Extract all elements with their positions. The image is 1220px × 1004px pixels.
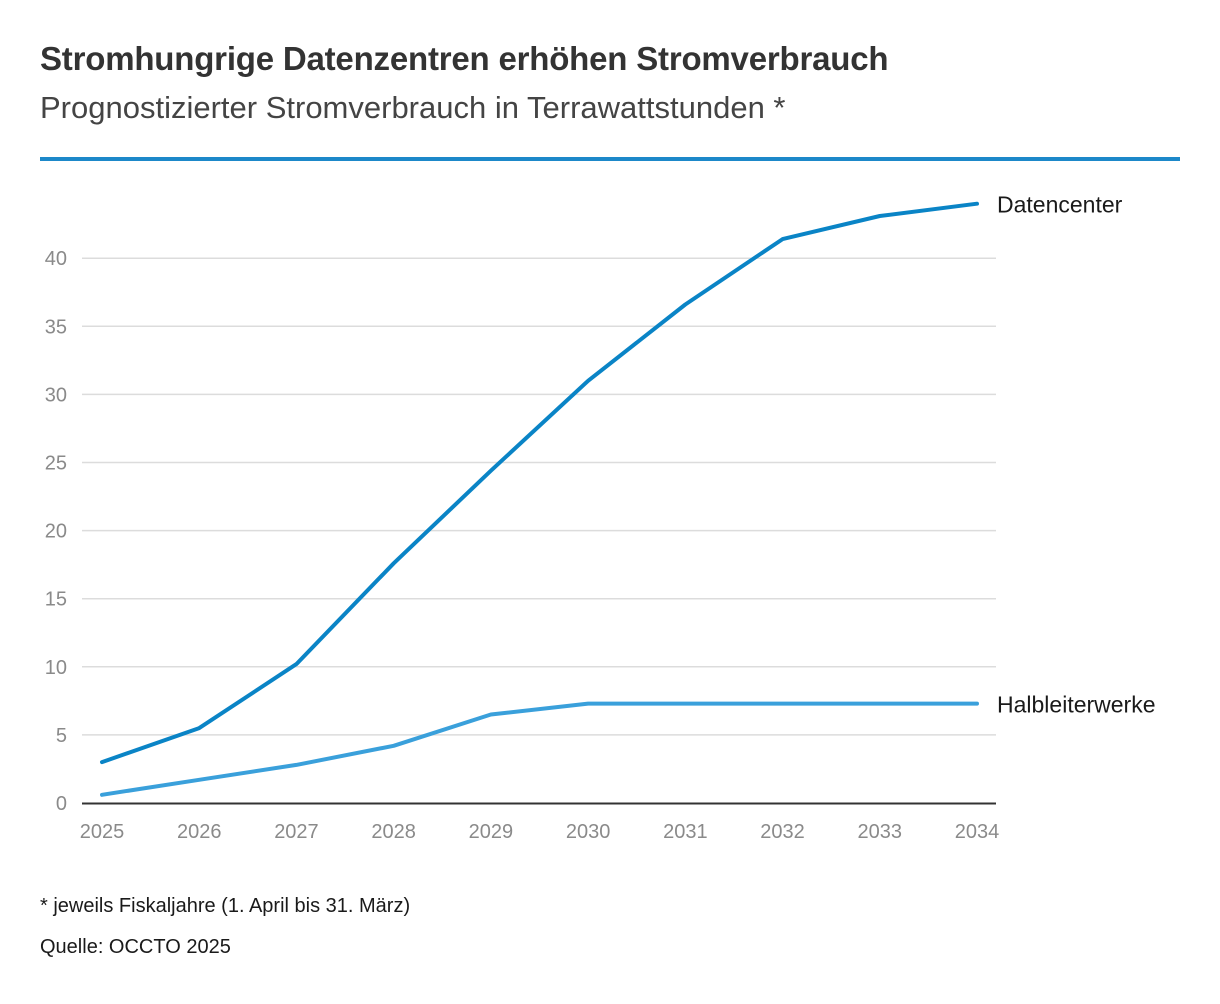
x-tick-label-2029: 2029 [469, 821, 514, 843]
x-tick-label-2031: 2031 [663, 821, 708, 843]
x-tick-label-2026: 2026 [177, 821, 222, 843]
y-tick-label-40: 40 [45, 248, 67, 270]
x-tick-label-2032: 2032 [760, 821, 805, 843]
chart-subtitle: Prognostizierter Stromverbrauch in Terra… [40, 90, 786, 125]
x-tick-label-2027: 2027 [274, 821, 319, 843]
source-note: Quelle: OCCTO 2025 [40, 936, 231, 958]
y-tick-label-25: 25 [45, 453, 67, 475]
footnote: * jeweils Fiskaljahre (1. April bis 31. … [40, 895, 411, 917]
y-tick-label-30: 30 [45, 384, 67, 406]
gridlines [82, 257, 996, 736]
y-tick-label-0: 0 [56, 793, 67, 815]
series-label-halbleiterwerke: Halbleiterwerke [997, 692, 1156, 718]
title-divider [40, 157, 1180, 161]
y-tick-label-20: 20 [45, 521, 67, 543]
x-tick-label-2028: 2028 [371, 821, 416, 843]
y-tick-label-5: 5 [56, 725, 67, 747]
series-lines [100, 201, 979, 797]
x-tick-label-2030: 2030 [566, 821, 611, 843]
x-tick-label-2025: 2025 [80, 821, 125, 843]
series-labels: Datencenter Halbleiterwerke [997, 192, 1156, 718]
y-axis-ticks: 0 5 10 15 20 25 30 35 40 [45, 248, 67, 815]
y-tick-label-10: 10 [45, 657, 67, 679]
y-tick-label-35: 35 [45, 316, 67, 338]
series-line-datencenter [100, 201, 979, 765]
series-label-datencenter: Datencenter [997, 192, 1123, 218]
y-tick-label-15: 15 [45, 589, 67, 611]
x-tick-label-2033: 2033 [858, 821, 903, 843]
series-line-halbleiterwerke [100, 701, 979, 797]
x-tick-label-2034: 2034 [955, 821, 1000, 843]
x-axis-ticks: 2025 2026 2027 2028 2029 2030 2031 2032 2033 2034 [80, 821, 1000, 843]
chart-title: Stromhungrige Datenzentren erhöhen Strom… [40, 40, 889, 77]
